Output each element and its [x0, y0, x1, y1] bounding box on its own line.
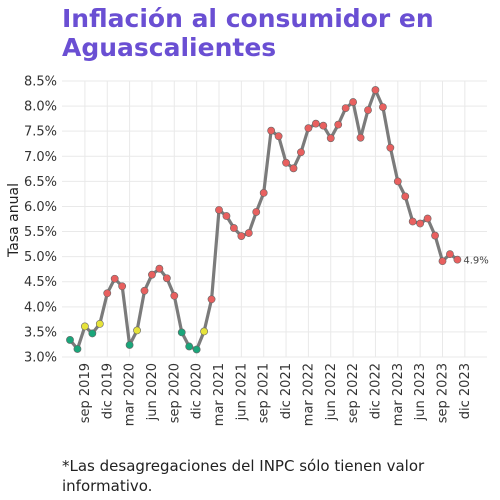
- x-tick-label: mar 2020: [123, 363, 138, 426]
- x-tick-label: jun 2023: [413, 363, 428, 421]
- data-point: [401, 192, 410, 201]
- data-point: [200, 327, 208, 336]
- data-point: [259, 189, 268, 197]
- x-tick-label: dic 2022: [368, 363, 383, 419]
- data-point: [364, 106, 372, 115]
- data-point: [282, 158, 290, 167]
- y-tick-label: 5.5%: [24, 225, 57, 240]
- data-point: [349, 98, 357, 106]
- x-tick-label: sep 2020: [167, 363, 182, 423]
- data-point: [297, 148, 305, 157]
- x-tick-label: mar 2021: [212, 363, 227, 426]
- data-point: [170, 291, 179, 300]
- x-tick-label: sep 2022: [346, 363, 361, 423]
- y-axis-ticks: 3.0% 3.5% 4.0% 4.5% 5.0% 5.5% 6.0% 6.5% 7.0% 7.5%…: [24, 75, 57, 366]
- data-point: [311, 119, 320, 128]
- x-tick-label: sep 2023: [436, 363, 451, 423]
- x-tick-label: dic 2021: [279, 363, 294, 419]
- data-point: [237, 232, 246, 240]
- x-tick-label: jun 2022: [324, 363, 339, 421]
- y-tick-label: 8.5%: [24, 75, 57, 90]
- y-tick-label: 3.0%: [24, 351, 57, 366]
- chart-title: Inflación al consumidor en Aguascaliente…: [62, 4, 434, 62]
- data-point: [378, 103, 387, 111]
- y-tick-label: 8.0%: [24, 100, 57, 115]
- data-point: [416, 219, 425, 228]
- data-point: [140, 286, 149, 295]
- x-tick-label: sep 2019: [78, 363, 93, 423]
- data-point: [319, 121, 328, 130]
- data-point: [103, 289, 112, 298]
- x-tick-label: jun 2021: [234, 363, 249, 421]
- data-point: [289, 164, 298, 173]
- x-tick-label: dic 2023: [458, 363, 473, 419]
- data-point: [326, 134, 335, 143]
- x-tick-label: dic 2020: [190, 363, 205, 419]
- y-tick-label: 6.5%: [24, 175, 57, 190]
- data-point: [81, 322, 89, 331]
- data-point: [304, 124, 313, 133]
- data-point: [148, 270, 156, 279]
- data-point: [386, 143, 395, 152]
- y-tick-label: 3.5%: [24, 325, 57, 340]
- data-point: [393, 177, 402, 186]
- data-point: [185, 342, 194, 351]
- x-tick-label: mar 2022: [301, 363, 316, 426]
- last-value-label: 4.9%: [463, 256, 488, 267]
- data-point: [446, 250, 454, 259]
- data-point: [155, 264, 164, 273]
- data-point: [244, 229, 253, 237]
- data-point: [118, 282, 127, 291]
- x-tick-label: mar 2023: [391, 363, 406, 426]
- footnote: *Las desagregaciones del INPC sólo tiene…: [62, 457, 425, 495]
- data-point: [207, 295, 216, 304]
- data-point: [95, 319, 104, 328]
- data-point: [177, 328, 186, 337]
- x-tick-label: jun 2020: [145, 363, 160, 421]
- data-point: [438, 257, 447, 266]
- data-point: [66, 336, 74, 344]
- data-point: [341, 104, 350, 112]
- data-point: [162, 274, 171, 283]
- x-tick-label: sep 2021: [257, 363, 272, 423]
- data-point: [73, 345, 82, 353]
- data-point: [334, 120, 343, 129]
- data-point: [371, 86, 380, 94]
- y-tick-label: 4.0%: [24, 300, 57, 315]
- data-point: [133, 326, 141, 335]
- data-point: [431, 231, 439, 240]
- data-point: [110, 274, 119, 283]
- y-tick-label: 7.5%: [24, 125, 57, 140]
- data-point: [408, 217, 417, 226]
- data-point: [453, 255, 462, 264]
- y-tick-label: 5.0%: [24, 250, 57, 265]
- data-point: [356, 133, 365, 142]
- series-points: [66, 86, 462, 354]
- x-tick-label: dic 2019: [100, 363, 115, 419]
- data-point: [274, 132, 283, 141]
- data-point: [423, 214, 432, 223]
- data-point: [215, 206, 223, 214]
- y-axis-title: Tasa anual: [6, 183, 22, 258]
- y-tick-label: 6.0%: [24, 200, 57, 215]
- x-axis-ticks: sep 2019 dic 2019 mar 2020 jun 2020 sep 2020…: [78, 363, 473, 426]
- data-point: [125, 341, 134, 349]
- data-point: [229, 224, 238, 232]
- data-point: [267, 126, 276, 135]
- data-point: [252, 208, 261, 216]
- data-point: [192, 345, 201, 354]
- y-tick-label: 7.0%: [24, 150, 57, 165]
- data-point: [222, 212, 231, 220]
- data-point: [88, 329, 97, 338]
- y-tick-label: 4.5%: [24, 275, 57, 290]
